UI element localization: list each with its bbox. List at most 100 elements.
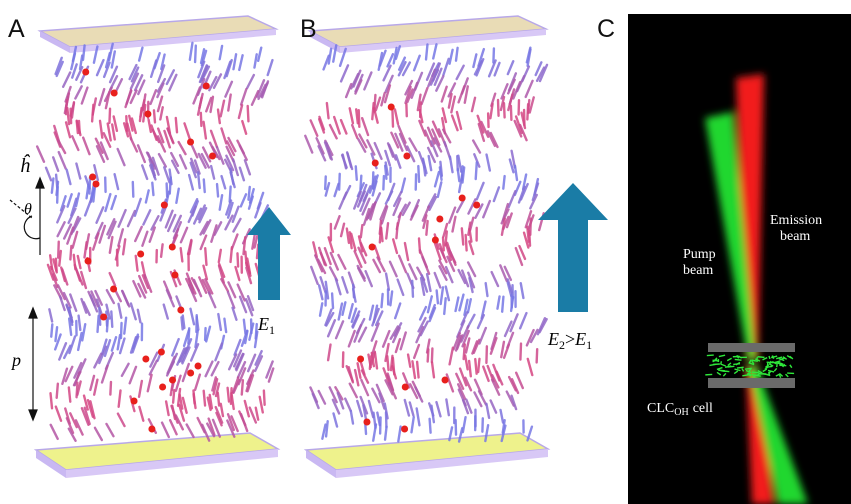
molecule [431, 120, 441, 138]
molecule [367, 399, 375, 419]
cell-molecule [764, 366, 769, 370]
molecule [339, 118, 348, 135]
molecule [337, 302, 344, 321]
cell-molecule [718, 354, 726, 358]
molecule [63, 344, 72, 360]
molecule [311, 392, 320, 410]
molecule [332, 412, 339, 428]
molecule [189, 307, 196, 326]
molecule [473, 153, 481, 168]
molecule [350, 307, 358, 324]
molecule [419, 276, 426, 297]
molecule [226, 201, 234, 219]
molecule [353, 368, 360, 387]
molecule [318, 302, 324, 317]
molecule [188, 239, 193, 256]
molecule [371, 307, 380, 327]
molecule [67, 207, 77, 225]
molecule [428, 303, 436, 319]
cell-molecule [767, 369, 775, 373]
molecule [229, 246, 234, 264]
molecule [132, 279, 142, 298]
molecule [356, 264, 366, 280]
cell-molecule [744, 367, 752, 370]
molecule [131, 180, 135, 198]
molecule [442, 57, 450, 77]
molecule [248, 322, 255, 341]
chiral-dopant [187, 369, 195, 377]
molecule [460, 227, 465, 246]
pitch-label: p [10, 350, 21, 370]
molecule [439, 247, 448, 264]
cell-molecule [733, 370, 739, 375]
cell-molecule [789, 364, 793, 369]
molecule [383, 164, 388, 180]
molecule [214, 405, 224, 424]
molecule [415, 360, 420, 379]
molecule [374, 310, 384, 327]
molecule [324, 181, 331, 197]
tilt-angle-label: θ [24, 201, 32, 218]
molecule [81, 323, 87, 342]
molecule [179, 226, 189, 244]
molecule [230, 391, 235, 411]
molecule [500, 83, 509, 100]
molecule [192, 392, 197, 410]
molecule [525, 328, 535, 347]
molecule [359, 223, 364, 239]
molecule [100, 364, 109, 384]
molecule [441, 107, 448, 124]
molecule [68, 335, 77, 355]
molecule [476, 114, 485, 134]
molecule [368, 304, 375, 321]
molecule [394, 45, 402, 60]
molecule [71, 134, 80, 152]
molecule [82, 301, 91, 317]
molecule [417, 164, 421, 183]
molecule [353, 324, 363, 343]
cell-molecule [762, 372, 769, 376]
molecule [510, 149, 517, 169]
molecule [205, 96, 213, 113]
molecule [327, 47, 333, 65]
molecule [396, 278, 405, 297]
molecule [361, 197, 371, 216]
molecule [117, 302, 123, 319]
chiral-dopant [209, 152, 217, 160]
molecule [323, 247, 332, 266]
molecule [348, 231, 353, 250]
molecule [526, 357, 534, 377]
molecule [472, 53, 478, 69]
molecule [324, 308, 333, 327]
cell-molecule [785, 373, 789, 378]
molecule [322, 54, 331, 71]
molecule [462, 343, 466, 361]
molecule [421, 205, 431, 222]
molecule [317, 145, 327, 162]
molecule [432, 137, 443, 153]
molecule [438, 166, 443, 182]
molecule [262, 389, 266, 407]
cell-molecule [754, 358, 761, 362]
molecule [212, 73, 223, 90]
molecule [102, 61, 111, 79]
molecule [426, 295, 433, 314]
molecule [240, 379, 245, 396]
molecule [204, 360, 214, 378]
molecule [233, 338, 242, 356]
molecule [425, 272, 432, 293]
molecule [67, 317, 73, 337]
molecule [242, 318, 247, 336]
molecule [59, 195, 67, 212]
chiral-dopant [110, 285, 118, 293]
molecule [178, 403, 186, 422]
molecule [445, 373, 455, 393]
molecule [529, 193, 538, 210]
molecule [147, 118, 153, 134]
molecule [236, 360, 247, 379]
molecule [189, 161, 197, 179]
molecule [150, 163, 156, 179]
molecule [371, 180, 378, 197]
molecule [90, 103, 95, 123]
molecule [330, 292, 335, 310]
